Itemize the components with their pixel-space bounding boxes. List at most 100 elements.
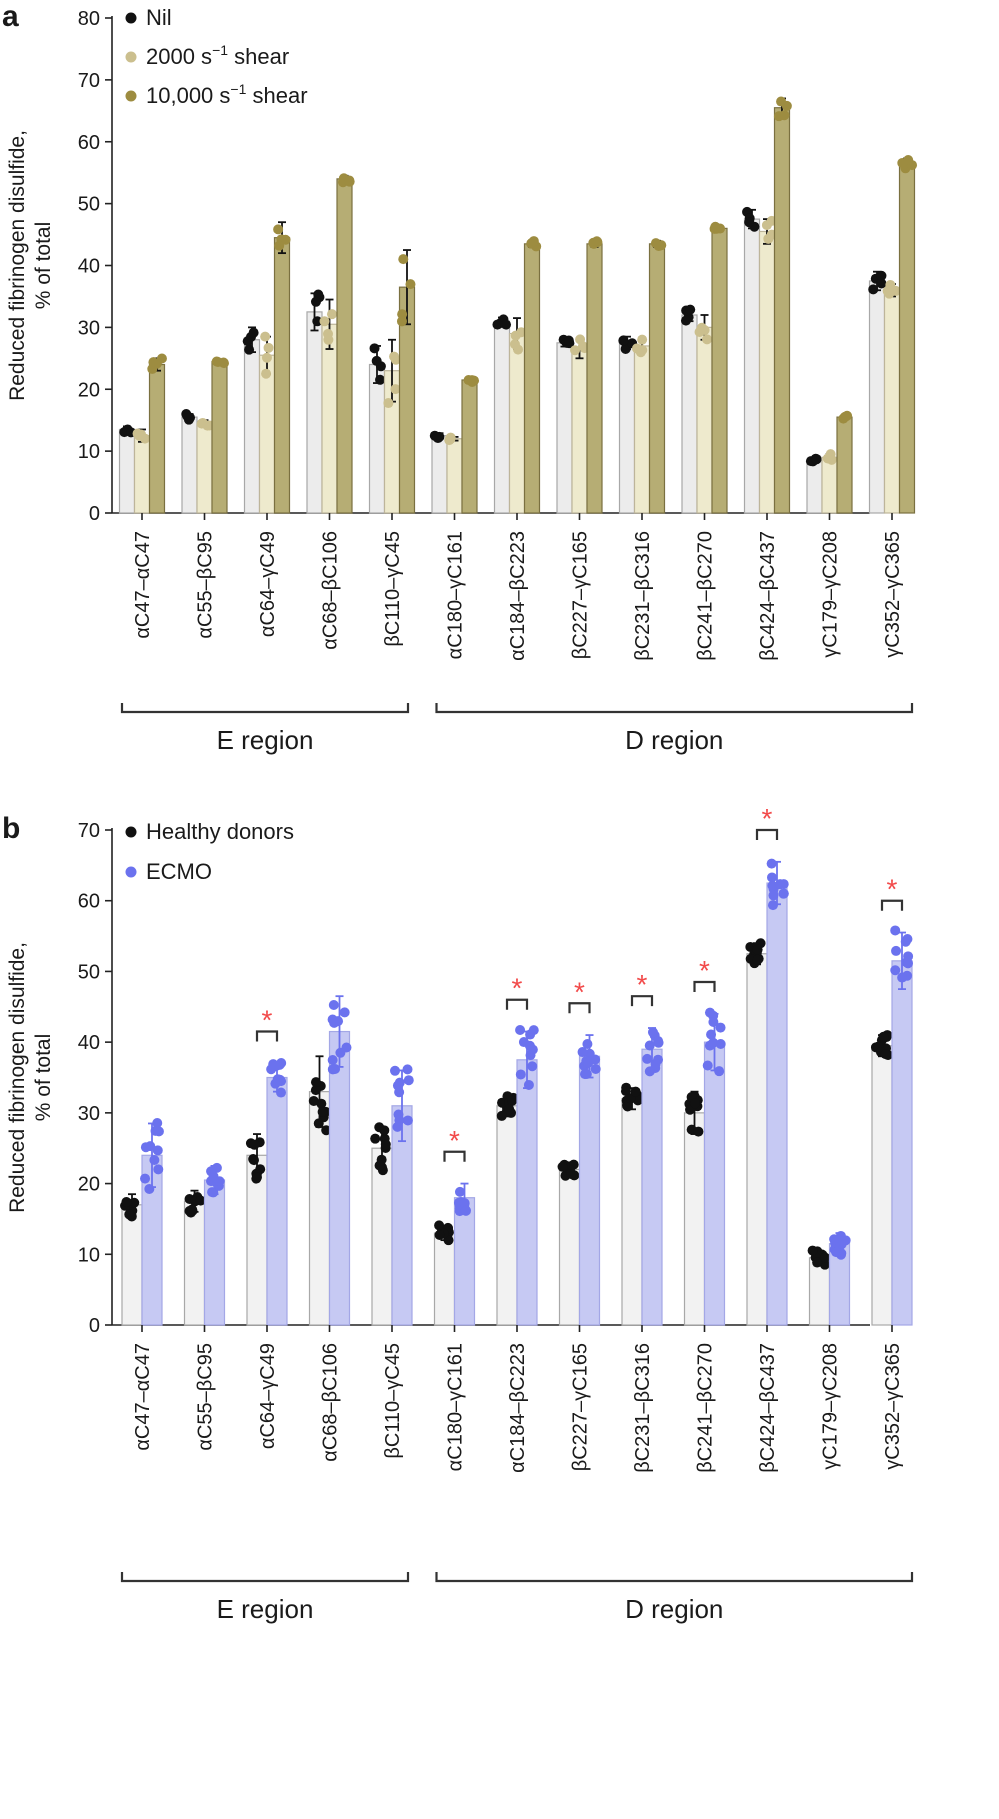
panel-letter: b (2, 812, 20, 845)
bar (446, 438, 463, 514)
y-axis-title-line2: % of total (32, 1034, 55, 1122)
replicate-dot (459, 1198, 470, 1209)
region-bracket (435, 703, 914, 714)
replicate-dot (822, 453, 833, 464)
replicate-dot (328, 1000, 339, 1011)
replicate-dot (370, 1133, 381, 1144)
replicate-dot (276, 1087, 287, 1098)
legend-label-superscript: −1 (212, 42, 228, 58)
replicate-dot (454, 1186, 465, 1197)
bar (871, 1045, 893, 1326)
replicate-dot (902, 958, 913, 969)
replicate-dot (310, 296, 321, 307)
replicate-dot (140, 1173, 151, 1184)
replicate-dot (144, 1183, 155, 1194)
bar (273, 237, 291, 514)
y-tick-label: 0 (89, 1315, 100, 1337)
replicate-dot (620, 1086, 631, 1097)
replicate-dot (714, 1066, 725, 1077)
replicate-dot (876, 278, 887, 289)
replicate-dot (145, 1141, 156, 1152)
replicate-dot (767, 900, 778, 911)
replicate-dot (868, 284, 879, 295)
replicate-dot (152, 1145, 163, 1156)
bar (433, 1232, 456, 1326)
x-category-label: γC179–γC208 (820, 531, 842, 658)
replicate-dot (260, 331, 271, 342)
replicate-dot (702, 1060, 713, 1071)
x-category-label: αC180–γC161 (445, 1343, 467, 1471)
bar (556, 342, 573, 514)
replicate-dot (880, 1049, 891, 1060)
replicate-dot (528, 236, 539, 247)
replicate-dot (397, 309, 408, 320)
replicate-dot (329, 1017, 340, 1028)
x-category-label: αC47–αC47 (132, 1343, 154, 1451)
replicate-dot (575, 334, 586, 345)
legend-marker (125, 51, 137, 63)
replicate-dot (149, 1155, 160, 1166)
bar (746, 953, 768, 1326)
x-category-label: βC227–γC165 (570, 1343, 592, 1471)
bar (586, 243, 603, 514)
replicate-dot (807, 1245, 818, 1256)
replicate-dot (752, 944, 763, 955)
replicate-dot (563, 335, 574, 346)
replicate-dot (208, 1187, 219, 1198)
bar (203, 1179, 226, 1326)
replicate-dot (890, 925, 901, 936)
replicate-dot (147, 363, 158, 374)
replicate-dot (708, 1017, 719, 1028)
panel-b-chart: b Reduced fibrinogen disulfide,% of total… (2, 803, 914, 1624)
replicate-dot (273, 224, 284, 235)
replicate-dot (635, 347, 646, 358)
replicate-dot (831, 1247, 842, 1258)
replicate-dot (402, 1064, 413, 1075)
bar (836, 416, 853, 514)
x-category-label: αC47–αC47 (132, 531, 154, 639)
panel-a-chart: a Reduced fibrinogen disulfide,% of total… (2, 0, 918, 755)
y-tick-label: 40 (78, 256, 100, 278)
replicate-dot (496, 1110, 507, 1121)
replicate-dot (516, 327, 527, 338)
y-tick-label: 80 (78, 8, 100, 30)
bar (806, 459, 823, 514)
replicate-dot (134, 430, 145, 441)
replicate-dot (390, 1065, 401, 1076)
replicate-dot (492, 319, 503, 330)
bar (328, 1030, 351, 1326)
replicate-dot (647, 1027, 658, 1038)
replicate-dot (403, 1075, 414, 1086)
bar (633, 345, 651, 514)
replicate-dot (583, 1057, 594, 1068)
replicate-dot (150, 1125, 161, 1136)
replicate-dot (650, 1058, 661, 1069)
y-tick-label: 20 (78, 1174, 100, 1196)
replicate-dot (316, 1098, 327, 1109)
replicate-dot (405, 279, 416, 290)
x-category-label: αC184–βC223 (507, 531, 529, 661)
bar (243, 339, 261, 514)
y-axis-title-line1: Reduced fibrinogen disulfide, (6, 942, 29, 1213)
replicate-dot (702, 334, 713, 345)
x-category-label: γC179–γC208 (820, 1343, 842, 1470)
replicate-dot (811, 454, 822, 465)
y-tick-label: 0 (89, 503, 100, 525)
bar (266, 1076, 288, 1326)
replicate-dot (708, 1037, 719, 1048)
replicate-dot (876, 270, 887, 281)
significance-bracket (755, 828, 779, 840)
replicate-dot (214, 1176, 225, 1187)
x-category-label: γC352–γC365 (882, 1343, 904, 1470)
bar (773, 107, 791, 514)
replicate-dot (618, 335, 629, 346)
legend-label-superscript: −1 (230, 81, 246, 97)
significance-star: * (574, 976, 585, 1007)
y-tick-label: 50 (78, 961, 100, 983)
region-bracket (120, 703, 410, 714)
x-category-label: αC68–βC106 (320, 531, 342, 650)
panel-letter: a (2, 0, 19, 33)
replicate-dot (766, 858, 777, 869)
replicate-dot (900, 936, 911, 947)
